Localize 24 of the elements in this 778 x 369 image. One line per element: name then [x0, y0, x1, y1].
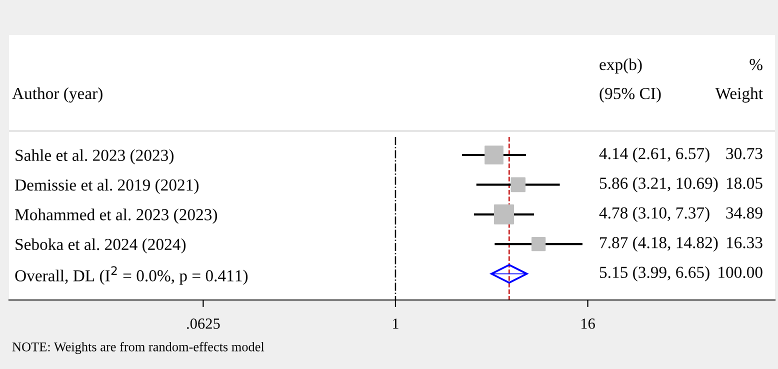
text: % [750, 58, 762, 70]
annotation: 5.86 (3.21, 10.69) [600, 177, 718, 192]
text: Author (year) [12, 87, 102, 103]
x-tick-label: 16 [581, 318, 595, 329]
annotation: 34.89 [726, 207, 762, 219]
annotation: 4.14 (2.61, 6.57) [599, 147, 710, 163]
annotation: 4.78 (3.10, 7.37) [599, 206, 710, 222]
y-tick-label: Seboka et al. 2024 (2024) [16, 238, 186, 254]
annotation: 30.73 [726, 148, 762, 160]
x-tick-label: 1 [393, 318, 398, 329]
text: (95% CI) [600, 87, 661, 103]
y-tick-label: Sahle et al. 2023 (2023) [16, 149, 174, 164]
annotation: 16.33 [726, 237, 762, 248]
y-tick-label: Demissie et al. 2019 (2021) [15, 178, 199, 194]
text: exp(b) [600, 58, 642, 74]
y-tick-label: Mohammed et al. 2023 (2023) [15, 208, 218, 224]
y-tick-label: Overall, DL (I$^{2}$ = 0.0%, p = 0.411) [15, 266, 248, 285]
annotation: 5.15 (3.99, 6.65) [600, 266, 710, 282]
text: NOTE: Weights are from random-effects model [12, 342, 264, 354]
x-tick-label: .0625 [187, 318, 220, 329]
annotation: 100.00 [718, 266, 762, 278]
annotation: 18.05 [726, 178, 762, 189]
annotation: 7.87 (4.18, 14.82) [600, 236, 718, 252]
text: Weight [715, 87, 763, 103]
